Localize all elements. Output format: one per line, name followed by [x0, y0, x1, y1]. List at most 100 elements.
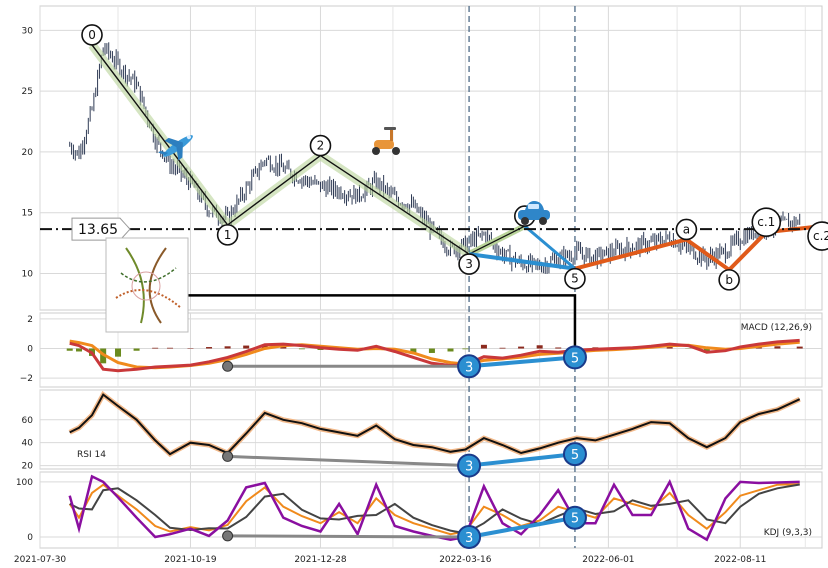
- wave-segment: [468, 225, 526, 255]
- macd-histogram-bar: [774, 346, 781, 349]
- wave-point-label: c.1: [757, 215, 775, 229]
- x-axis-ticks: 2021-07-30 2021-10-19 2021-12-28 2022-03-16…: [14, 555, 767, 565]
- price-y-tick-label: 10: [22, 270, 34, 280]
- wave-point-marker: [751, 207, 782, 237]
- y-axis-ticks: 10 15 20 25 30 −2 0 2 20 40 60 0 100: [16, 26, 33, 543]
- macd-histogram-bar: [499, 347, 506, 349]
- x-tick-label: 2021-12-28: [294, 555, 347, 565]
- macd-histogram-bar: [133, 348, 140, 351]
- macd-histogram-bar: [224, 346, 231, 349]
- macd-histogram-bar: [167, 347, 174, 349]
- price-y-tick-label: 20: [22, 148, 34, 158]
- macd-histogram-bar: [298, 348, 305, 350]
- macd-divergence-point: [562, 345, 587, 370]
- rsi-divergence-point: [562, 442, 587, 467]
- macd-histogram-bar: [536, 345, 543, 349]
- price-tag-label: 13.65: [78, 222, 118, 238]
- macd-panel-label: MACD (12,26,9): [741, 323, 812, 333]
- kdj-series: 35: [68, 474, 800, 549]
- macd-y-tick-label: 0: [27, 345, 33, 355]
- wave-point-marker: [458, 253, 480, 275]
- wave-point-label: a: [683, 222, 690, 236]
- wave-point-marker: [81, 24, 103, 46]
- rsi-divergence-line: [227, 454, 470, 468]
- macd-histogram-bar: [243, 345, 250, 349]
- macd-histogram-bar: [261, 344, 268, 349]
- macd-histogram-bar: [66, 348, 73, 351]
- macd-divergence-point: [457, 354, 482, 379]
- rsi-y-tick-label: 40: [22, 439, 34, 449]
- macd-histogram-bar: [76, 348, 83, 352]
- rsi-divergence-point: [457, 453, 482, 478]
- macd-histogram-bar: [447, 348, 454, 352]
- price-y-tick-label: 30: [22, 26, 34, 36]
- airplane-icon: [158, 135, 193, 161]
- rsi-divergence-start: [222, 450, 234, 462]
- kdj-panel-label: KDJ (9,3,3): [764, 528, 812, 538]
- kdj-divergence-label: 3: [465, 531, 473, 546]
- wave-point-label: 1: [224, 228, 232, 242]
- kdj-divergence-point: [562, 505, 587, 530]
- macd-divergence-label: 5: [571, 351, 579, 366]
- macd-histogram-bar: [428, 348, 435, 353]
- macd-histogram-bar: [666, 347, 673, 349]
- kdj-divergence-line: [468, 515, 576, 539]
- rsi-divergence-label: 5: [571, 448, 579, 463]
- macd-series: 35: [66, 338, 803, 379]
- macd-histogram-bar: [115, 348, 122, 357]
- macd-histogram-bar: [152, 347, 159, 349]
- rsi-series: 35: [68, 390, 801, 478]
- macd-histogram-bar: [410, 348, 417, 353]
- macd-divergence-label: 3: [465, 360, 473, 375]
- wave-point-label: c.2: [813, 229, 828, 243]
- macd-y-tick-label: 2: [27, 315, 33, 325]
- kdj-k-line: [68, 483, 800, 536]
- x-tick-label: 2021-10-19: [164, 555, 217, 565]
- wave-segment: [523, 224, 576, 270]
- wave-point-marker: [564, 267, 586, 290]
- divergence-connector: [162, 294, 577, 357]
- x-tick-label: 2022-06-01: [582, 555, 634, 565]
- rsi-line: [69, 393, 801, 456]
- wave-segment: [468, 252, 576, 271]
- macd-histogram-bar: [280, 347, 287, 349]
- macd-divergence-line: [468, 355, 576, 369]
- rsi-y-tick-label: 60: [22, 416, 34, 426]
- wave-point-label: b: [725, 273, 733, 287]
- price-tag: 13.65: [71, 217, 131, 241]
- wave-point-marker: [807, 221, 828, 251]
- rsi-y-tick-label: 20: [22, 462, 34, 472]
- kdj-j-line: [68, 474, 800, 542]
- logo-thumbnail: [105, 237, 189, 333]
- kdj-d-line: [69, 483, 800, 535]
- macd-histogram-bar: [796, 346, 803, 349]
- x-tick-label: 2022-03-16: [439, 555, 492, 565]
- wave-point-label: 2: [317, 139, 325, 153]
- macd-y-tick-label: −2: [20, 374, 33, 384]
- macd-histogram-bar: [480, 344, 487, 349]
- wave-point-label: 0: [88, 28, 96, 42]
- kdj-divergence-point: [457, 524, 482, 549]
- wave-point-marker: [309, 134, 332, 157]
- rsi-divergence-label: 3: [465, 460, 473, 475]
- wave-point-marker: [216, 224, 239, 246]
- rsi-divergence-line: [468, 452, 576, 468]
- macd-histogram-bar: [555, 347, 562, 349]
- macd-line: [69, 338, 800, 373]
- x-tick-label: 2022-08-11: [714, 555, 766, 565]
- car-icon: [518, 201, 550, 225]
- scooter-icon: [372, 127, 400, 155]
- kdj-divergence-start: [222, 530, 234, 542]
- kdj-divergence-label: 5: [571, 512, 579, 527]
- kdj-y-tick-label: 0: [27, 533, 33, 543]
- wave-point-marker: [675, 218, 698, 241]
- price-series: 13.65012345abc.1c.2: [40, 6, 828, 548]
- price-tag-box: [71, 217, 131, 241]
- macd-histogram-bar: [206, 347, 213, 349]
- rsi-panel: [39, 389, 823, 470]
- macd-divergence-start: [222, 360, 234, 372]
- macd-histogram-bar: [462, 348, 469, 350]
- wave-point-label: 5: [571, 272, 579, 286]
- price-y-tick-label: 15: [22, 209, 33, 219]
